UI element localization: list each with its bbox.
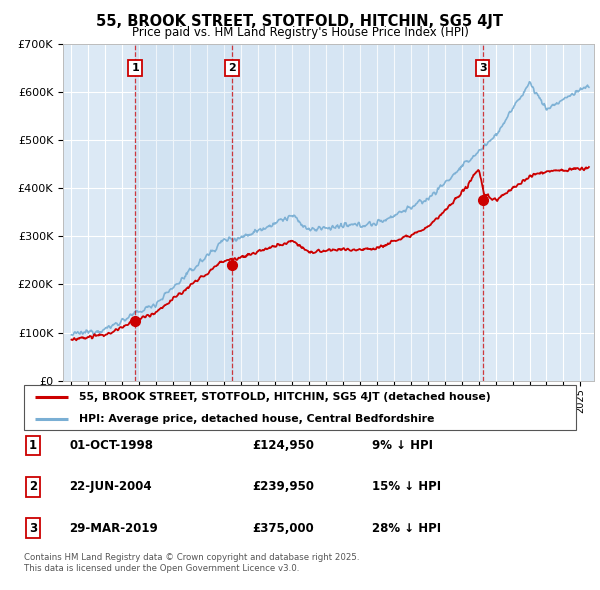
- Text: 15% ↓ HPI: 15% ↓ HPI: [372, 480, 441, 493]
- Text: 3: 3: [479, 63, 487, 73]
- Text: 55, BROOK STREET, STOTFOLD, HITCHIN, SG5 4JT: 55, BROOK STREET, STOTFOLD, HITCHIN, SG5…: [97, 14, 503, 29]
- Text: £124,950: £124,950: [252, 439, 314, 452]
- Text: £239,950: £239,950: [252, 480, 314, 493]
- Bar: [232, 44, 483, 381]
- Text: 29-MAR-2019: 29-MAR-2019: [69, 522, 158, 535]
- Text: 01-OCT-1998: 01-OCT-1998: [69, 439, 153, 452]
- Text: 9% ↓ HPI: 9% ↓ HPI: [372, 439, 433, 452]
- Text: 22-JUN-2004: 22-JUN-2004: [69, 480, 152, 493]
- Text: HPI: Average price, detached house, Central Bedfordshire: HPI: Average price, detached house, Cent…: [79, 414, 434, 424]
- Text: 1: 1: [29, 439, 37, 452]
- Bar: [135, 44, 232, 381]
- Text: 2: 2: [228, 63, 236, 73]
- Text: 2: 2: [29, 480, 37, 493]
- Text: 1: 1: [131, 63, 139, 73]
- Text: Price paid vs. HM Land Registry's House Price Index (HPI): Price paid vs. HM Land Registry's House …: [131, 26, 469, 39]
- Text: Contains HM Land Registry data © Crown copyright and database right 2025.
This d: Contains HM Land Registry data © Crown c…: [24, 553, 359, 573]
- Text: 28% ↓ HPI: 28% ↓ HPI: [372, 522, 441, 535]
- FancyBboxPatch shape: [24, 385, 576, 430]
- Text: 55, BROOK STREET, STOTFOLD, HITCHIN, SG5 4JT (detached house): 55, BROOK STREET, STOTFOLD, HITCHIN, SG5…: [79, 392, 491, 402]
- Text: 3: 3: [29, 522, 37, 535]
- Text: £375,000: £375,000: [252, 522, 314, 535]
